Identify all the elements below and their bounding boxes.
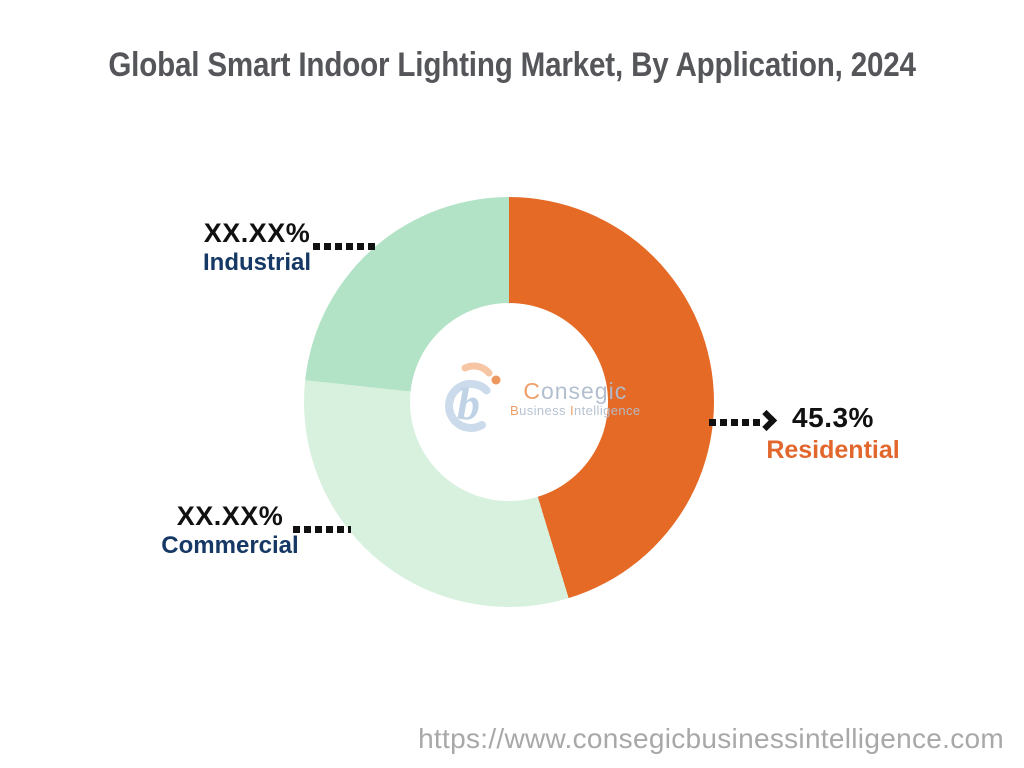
callout-commercial: XX.XX% Commercial: [150, 502, 310, 559]
chart-title: Global Smart Indoor Lighting Market, By …: [0, 46, 1024, 85]
consegic-logo-text: Consegic Business Intelligence: [510, 379, 641, 419]
leader-line-industrial: [313, 243, 375, 250]
industrial-label: Industrial: [202, 249, 311, 277]
residential-label: Residential: [766, 436, 900, 465]
consegic-logo: b Consegic Business Intelligence: [441, 360, 641, 438]
website-url: https://www.consegicbusinessintelligence…: [418, 723, 1004, 754]
callout-industrial: XX.XX% Industrial: [177, 219, 337, 276]
brand-tagline: Business Intelligence: [510, 403, 641, 419]
leader-line-commercial: [293, 526, 351, 533]
commercial-value: XX.XX%: [176, 501, 284, 531]
consegic-logo-icon: b: [445, 362, 501, 432]
chart-title-text: Global Smart Indoor Lighting Market, By …: [108, 46, 916, 84]
industrial-value: XX.XX%: [203, 218, 311, 248]
svg-text:b: b: [457, 378, 480, 429]
brand-name: Consegic: [523, 378, 628, 405]
donut-hole: [410, 303, 608, 501]
commercial-label: Commercial: [161, 532, 299, 560]
callout-residential: 45.3% Residential: [754, 403, 912, 464]
residential-value: 45.3%: [792, 402, 874, 433]
leader-line-residential: [709, 419, 761, 426]
